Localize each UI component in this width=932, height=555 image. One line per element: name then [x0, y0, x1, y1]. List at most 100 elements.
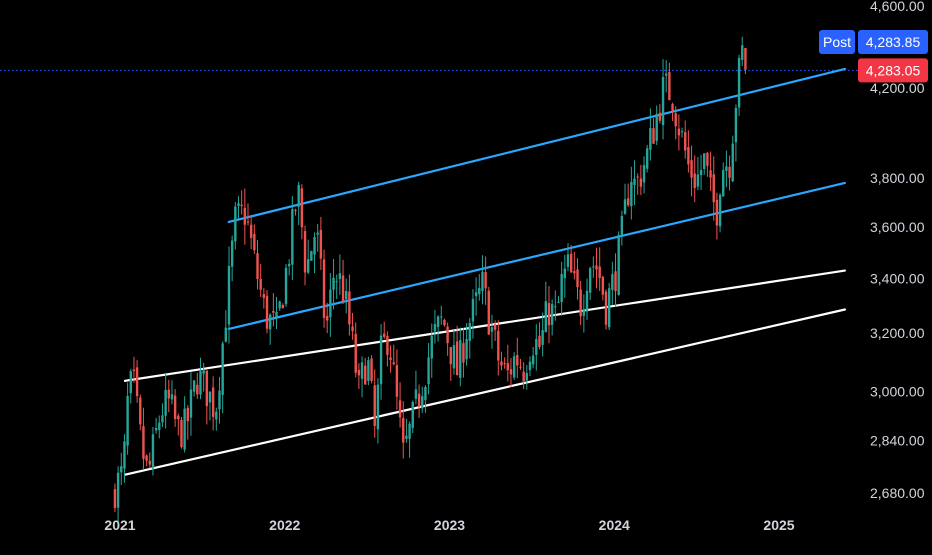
candle-body: [725, 166, 728, 171]
candle-body: [186, 407, 190, 422]
candle: [417, 384, 421, 418]
upper-channel-line-0[interactable]: [227, 67, 847, 224]
candle: [148, 452, 151, 469]
candle: [623, 183, 627, 215]
candle: [338, 254, 342, 295]
candle: [557, 296, 560, 304]
price-axis[interactable]: 2,680.00 2,840.00 3,000.00 3,200.00 3,400.00…: [870, 0, 925, 501]
lower-channel-line-3[interactable]: [123, 308, 847, 476]
candle-body: [506, 363, 509, 371]
candle-body: [294, 209, 297, 211]
candle: [224, 310, 228, 343]
candle-body: [120, 466, 123, 473]
candle: [452, 330, 456, 375]
candle-body: [253, 233, 256, 251]
candle: [294, 208, 297, 216]
candle-body: [316, 232, 319, 235]
candle: [737, 54, 741, 116]
candle-body: [303, 231, 307, 273]
candle-body: [592, 266, 595, 268]
candle-body: [481, 271, 484, 292]
candle: [642, 156, 646, 194]
candle: [601, 275, 605, 301]
candle-body: [313, 237, 316, 255]
candle-body: [215, 411, 218, 420]
candle: [481, 255, 484, 305]
candle: [614, 253, 617, 307]
candle: [712, 156, 715, 221]
candle-body: [550, 304, 554, 325]
candle: [528, 356, 532, 377]
candle-body: [674, 113, 677, 127]
candle-body: [173, 395, 177, 420]
candle-body: [665, 73, 668, 76]
candle-body: [649, 127, 652, 150]
candle: [595, 247, 598, 289]
candle: [440, 305, 443, 325]
candle-body: [402, 418, 405, 443]
candle: [164, 372, 167, 429]
candle: [367, 356, 370, 386]
candle: [579, 280, 582, 325]
candle: [734, 104, 738, 162]
candle: [177, 413, 180, 436]
candle-body: [585, 290, 589, 312]
current-price-value: 4,283.05: [866, 62, 921, 78]
candle-body: [338, 273, 342, 280]
candle-body: [566, 254, 570, 267]
candle-body: [731, 143, 734, 182]
candle-body: [278, 301, 281, 309]
candle: [630, 166, 633, 220]
candle: [646, 144, 649, 173]
lower-channel-line-2[interactable]: [123, 269, 847, 382]
candle: [370, 354, 373, 384]
candle: [259, 264, 262, 297]
candle: [443, 318, 446, 327]
candle-body: [237, 203, 240, 207]
candle-body: [446, 326, 449, 344]
candle: [744, 47, 747, 75]
candle-body: [183, 408, 186, 450]
candle: [661, 59, 665, 140]
candle-body: [595, 265, 598, 270]
candle: [471, 289, 475, 339]
candle: [516, 337, 519, 379]
candle: [120, 452, 123, 486]
candle: [322, 249, 326, 328]
candle-body: [227, 265, 231, 325]
candle: [332, 258, 335, 310]
y-tick-label: 2,680.00: [870, 485, 925, 501]
candle: [709, 151, 712, 191]
candle-body: [310, 250, 313, 261]
candle: [569, 245, 573, 273]
candle-body: [116, 472, 120, 508]
candle: [354, 322, 357, 378]
candle: [202, 362, 205, 392]
candle-body: [741, 45, 744, 60]
candle-body: [522, 371, 525, 382]
y-tick-label: 2,840.00: [870, 433, 925, 449]
candle: [386, 331, 389, 367]
candle-body: [582, 309, 586, 316]
candle: [671, 102, 674, 122]
candle: [512, 352, 516, 380]
candle-body: [557, 302, 560, 304]
y-tick-label: 4,200.00: [870, 80, 925, 96]
candle-body: [630, 181, 633, 207]
candle: [158, 415, 161, 439]
candle: [211, 376, 215, 431]
candle: [490, 314, 494, 349]
candle: [186, 405, 190, 440]
candle-body: [234, 206, 237, 242]
candle-body: [680, 131, 684, 133]
candle-body: [192, 380, 196, 392]
candle-body: [563, 268, 567, 279]
candle-body: [436, 316, 440, 328]
candle-body: [744, 47, 747, 70]
candle: [493, 320, 497, 341]
time-axis[interactable]: 2021 2022 2023 2024 2025: [104, 517, 794, 533]
candle-body: [569, 253, 573, 273]
